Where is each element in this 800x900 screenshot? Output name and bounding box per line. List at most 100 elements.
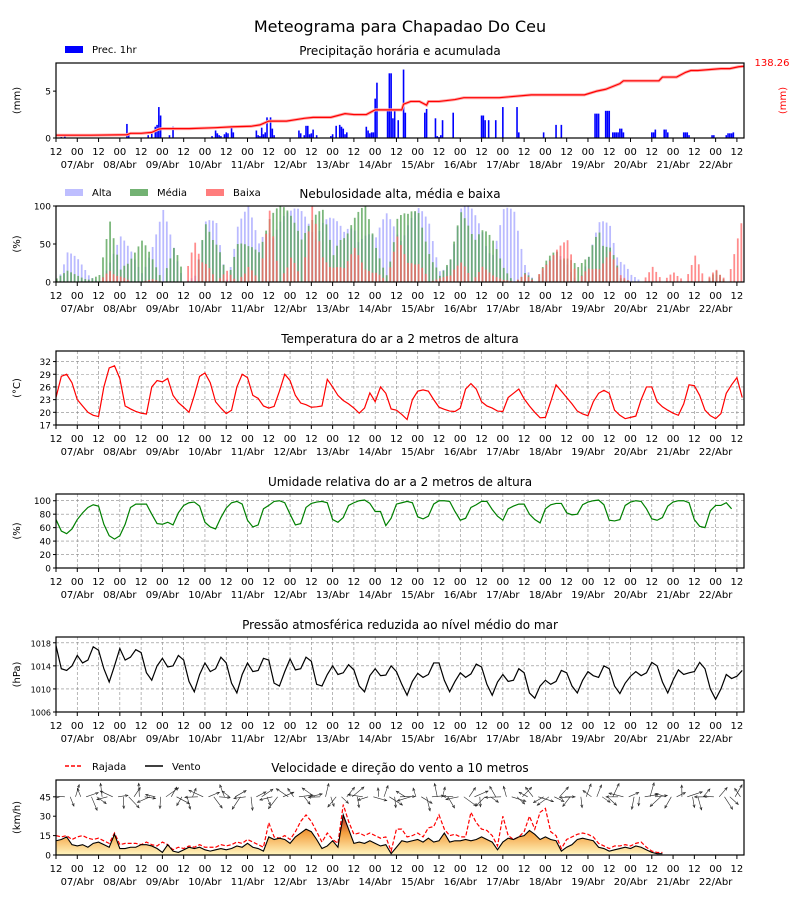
cloud-bar-média	[506, 273, 509, 282]
y-axis-label: (%)	[12, 235, 23, 252]
precip-bar	[729, 133, 731, 138]
cloud-bar-média	[297, 230, 299, 282]
cloud-bar-alta	[84, 270, 87, 282]
cloud-bar-baixa	[492, 275, 494, 282]
x-tick-label: 12	[518, 147, 531, 158]
date-label: 10/Abr	[188, 590, 222, 601]
precip-bar	[608, 110, 611, 138]
cloud-bar-baixa	[602, 263, 604, 282]
x-tick-label: 00	[156, 721, 169, 732]
x-tick-label: 00	[411, 291, 424, 302]
date-label: 18/Abr	[529, 590, 563, 601]
x-tick-label: 00	[241, 864, 254, 875]
cloud-bar-baixa	[105, 273, 108, 282]
cloud-bar-baixa	[708, 276, 711, 282]
x-tick-label: 12	[603, 147, 616, 158]
date-label: 09/Abr	[146, 304, 180, 315]
x-tick-label: 00	[369, 864, 382, 875]
x-tick-label: 12	[731, 291, 744, 302]
wind-arrow-head	[605, 795, 609, 799]
wind-arrow-head	[327, 803, 331, 808]
cloud-bar-alta	[162, 209, 165, 282]
wind-arrow-head	[682, 792, 687, 796]
wind-direction-arrow	[128, 796, 140, 808]
x-tick-label: 12	[92, 577, 105, 588]
plot-area	[56, 365, 743, 421]
cloud-bar-média	[116, 254, 119, 282]
x-tick-label: 12	[50, 577, 63, 588]
wind-arrow-head	[243, 790, 247, 794]
wind-direction-arrow	[219, 796, 231, 799]
cloud-bar-baixa	[584, 271, 587, 282]
wind-arrow-head	[319, 793, 323, 796]
cloud-bar-baixa	[275, 260, 278, 282]
y-tick-label: 0	[45, 852, 51, 862]
cloud-bar-baixa	[421, 267, 424, 282]
wind-arrow-head	[250, 807, 254, 812]
wind-direction-arrow	[184, 796, 198, 798]
cloud-bar-média	[233, 256, 236, 282]
cloud-bar-baixa	[123, 277, 126, 282]
wind-direction-arrow	[516, 796, 525, 805]
cloud-bar-baixa	[573, 268, 576, 282]
cloud-bar-média	[102, 257, 104, 282]
wind-arrow-head	[560, 798, 565, 802]
cloud-bar-baixa	[353, 247, 356, 282]
wind-direction-arrow	[412, 788, 417, 797]
legend-label: Prec. 1hr	[92, 45, 137, 56]
cloud-bar-baixa	[435, 279, 438, 282]
x-tick-label: 12	[645, 147, 658, 158]
cloud-bar-baixa	[485, 269, 487, 282]
cloud-bar-alta	[247, 206, 250, 282]
wind-direction-arrow	[475, 796, 486, 807]
precip-bar	[604, 110, 607, 138]
date-label: 19/Abr	[571, 304, 605, 315]
x-tick-label: 00	[199, 577, 212, 588]
date-label: 16/Abr	[444, 590, 478, 601]
cloud-bar-baixa	[400, 245, 402, 282]
date-label: 15/Abr	[401, 160, 435, 171]
x-tick-label: 00	[326, 721, 339, 732]
x-tick-label: 12	[92, 434, 105, 445]
cloud-bar-baixa	[690, 265, 693, 282]
wind-arrow-head	[532, 799, 537, 803]
wind-arrow-head	[613, 802, 618, 806]
wind-direction-arrow	[118, 795, 128, 798]
x-tick-label: 00	[71, 291, 84, 302]
wind-arrow-head	[385, 784, 389, 789]
wind-direction-arrow	[231, 796, 241, 810]
precip-bar	[306, 125, 309, 138]
precip-bar	[502, 107, 504, 138]
cloud-bar-média	[70, 272, 72, 282]
x-tick-label: 00	[241, 147, 254, 158]
x-tick-label: 00	[709, 291, 722, 302]
wind-direction-arrow	[282, 791, 294, 798]
date-label: 22/Abr	[699, 304, 733, 315]
cloud-bar-baixa	[318, 241, 321, 282]
wind-direction-arrow	[389, 796, 403, 806]
cloud-bar-baixa	[297, 271, 299, 282]
x-tick-label: 00	[156, 864, 169, 875]
date-label: 08/Abr	[103, 304, 137, 315]
x-tick-label: 12	[433, 291, 446, 302]
precip-bar	[386, 108, 389, 138]
wind-arrow-head	[357, 797, 361, 801]
cloud-bar-baixa	[729, 269, 732, 282]
precip-bar	[370, 132, 373, 138]
wind-arrow-head	[399, 802, 404, 806]
wind-arrow-head	[664, 804, 668, 809]
wind-direction-arrow	[234, 790, 247, 798]
wind-direction-arrow	[383, 785, 389, 797]
wind-direction-arrow	[664, 796, 672, 809]
date-label: 13/Abr	[316, 734, 350, 745]
precip-bar	[330, 136, 332, 138]
wind-direction-arrow	[170, 787, 177, 797]
cloud-bar-média	[148, 251, 150, 282]
wind-direction-arrow	[394, 796, 397, 808]
precip-bar	[64, 136, 66, 138]
wind-arrow-head	[357, 804, 361, 809]
date-label: 19/Abr	[571, 734, 605, 745]
wind-direction-arrow	[377, 787, 380, 797]
wind-arrow-head	[433, 782, 437, 787]
x-tick-label: 00	[539, 577, 552, 588]
